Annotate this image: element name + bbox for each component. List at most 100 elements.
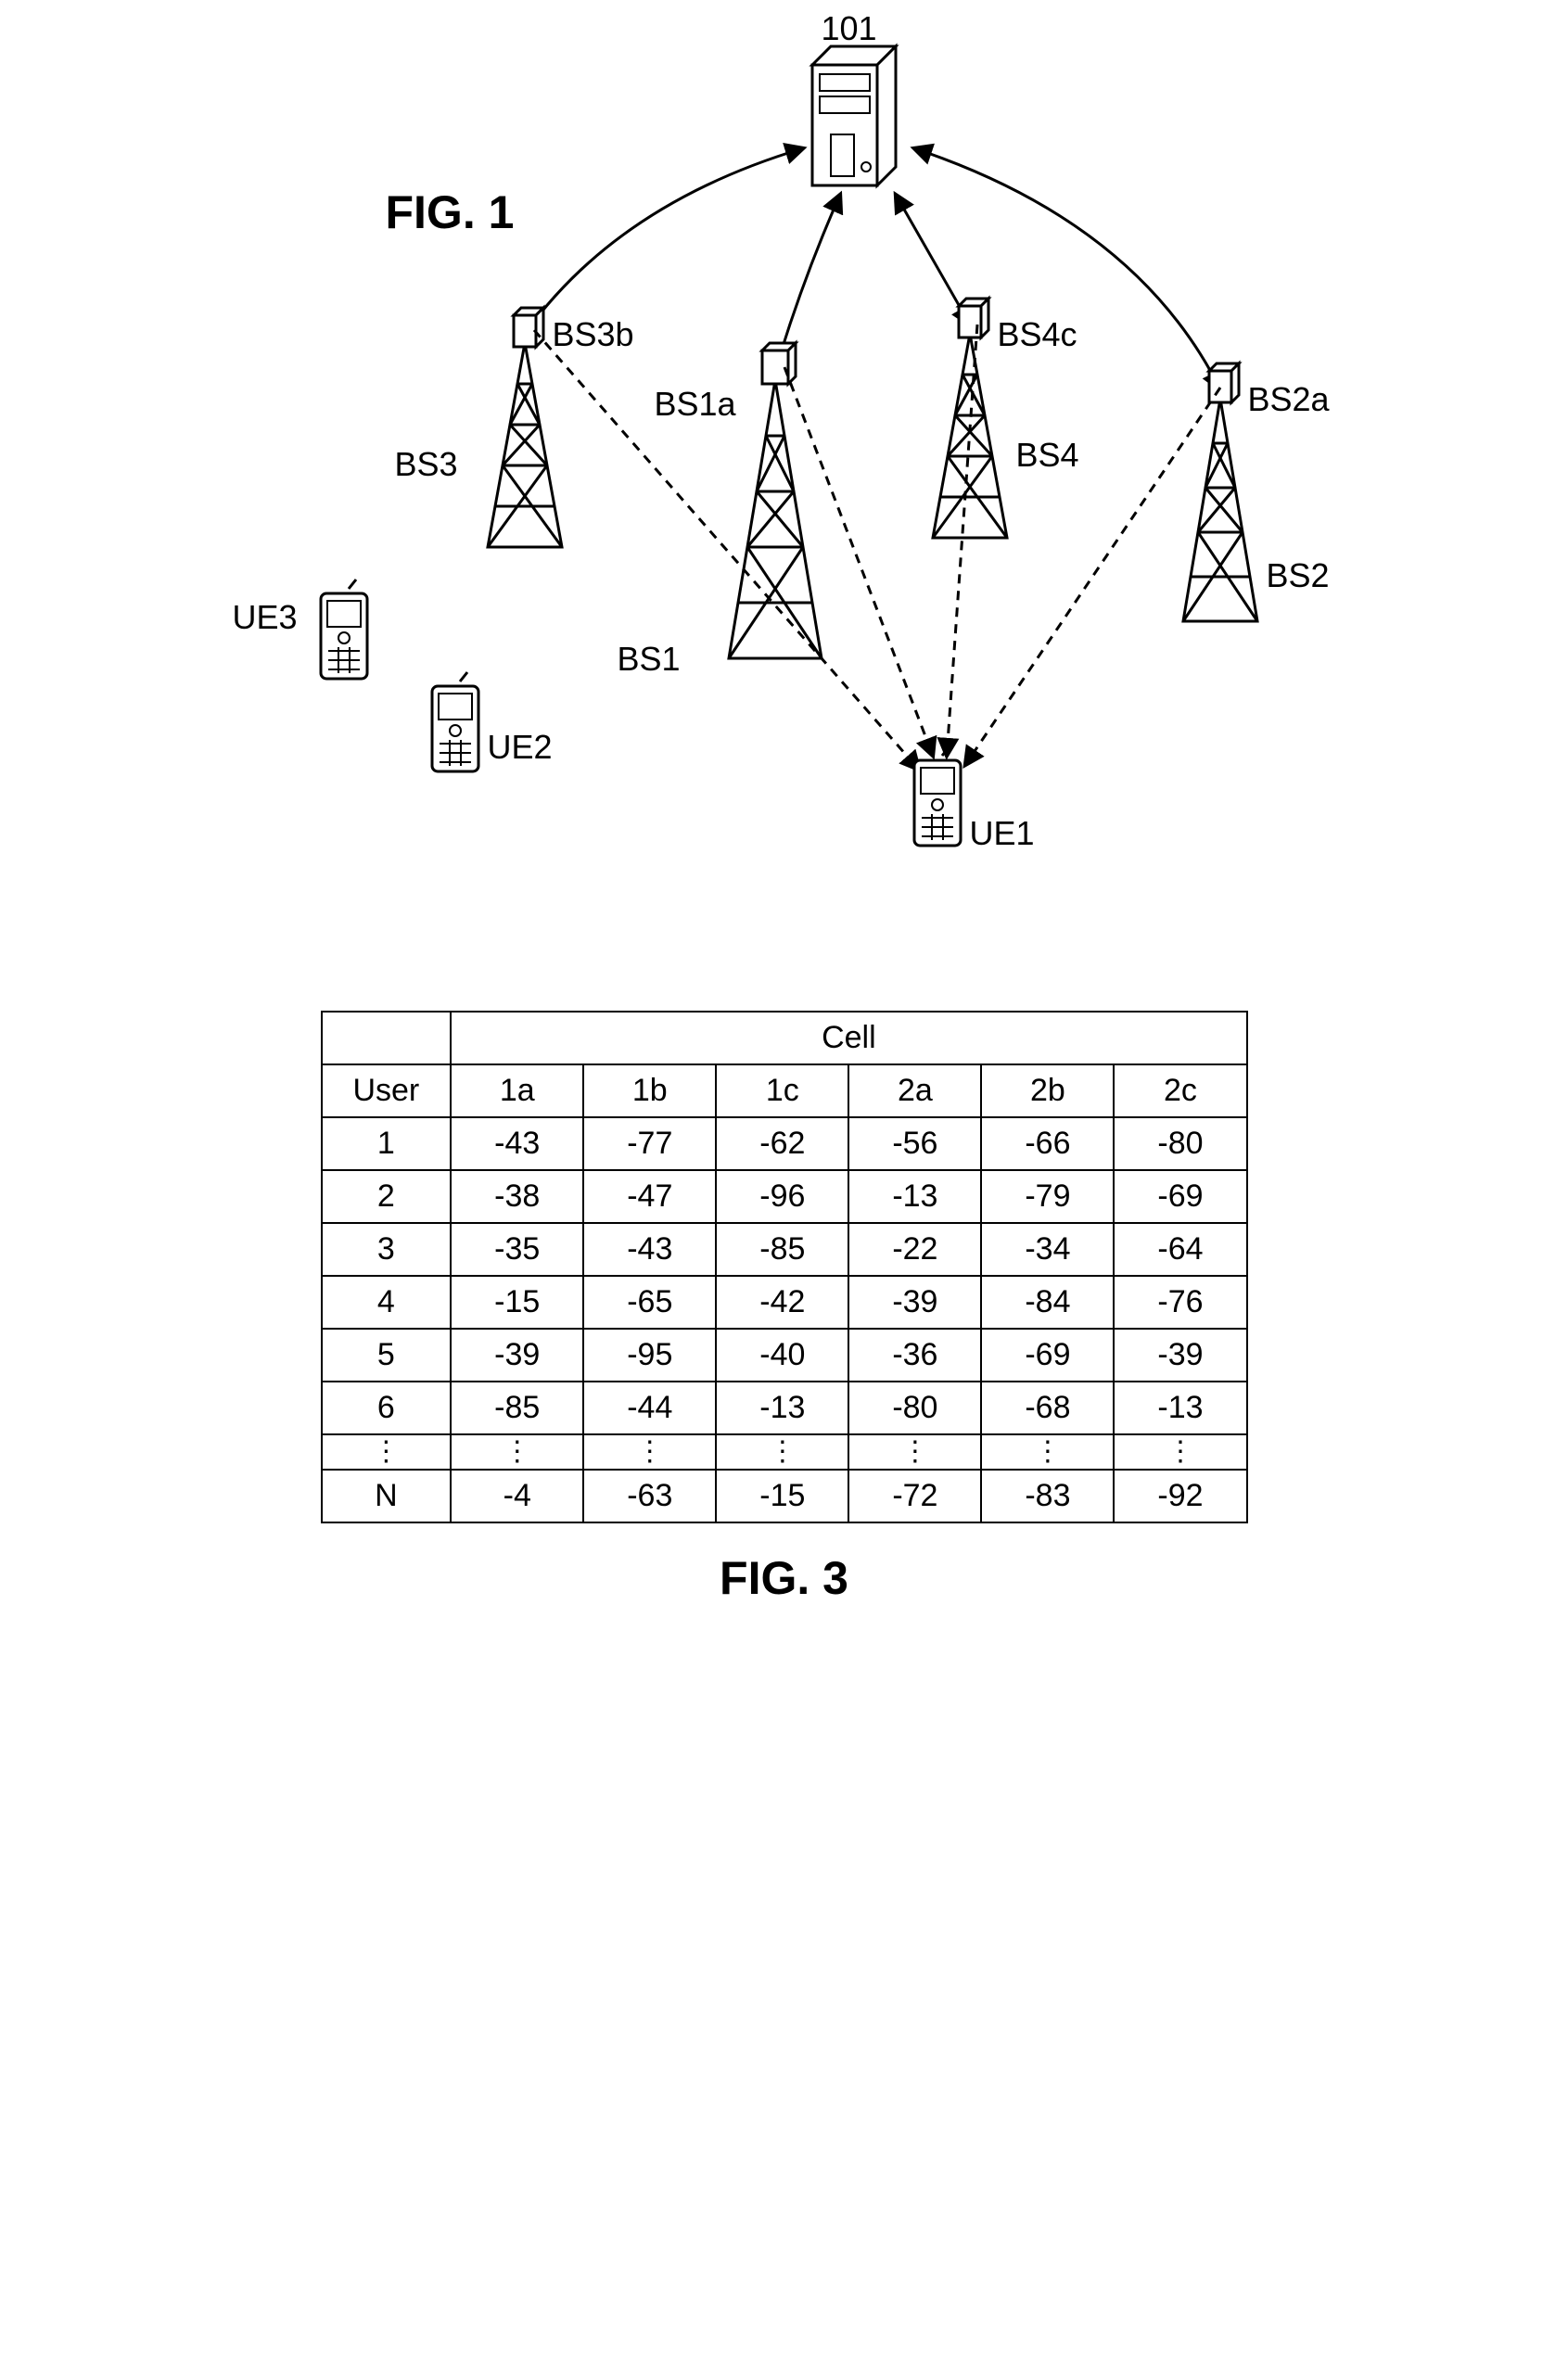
vdots-cell: ⋮ [322,1434,452,1470]
server-bs3-link [525,148,803,334]
vdots-cell: ⋮ [848,1434,981,1470]
data-cell: -39 [451,1329,583,1382]
data-cell: -69 [981,1329,1114,1382]
bs4-ant-label: BS4c [998,315,1077,354]
data-cell: -77 [583,1117,716,1170]
data-cell: -36 [848,1329,981,1382]
tower-bs1 [729,343,822,658]
bs2-ant-label: BS2a [1248,380,1330,419]
data-cell: -79 [981,1170,1114,1223]
ue2-label: UE2 [488,728,553,767]
tower-bs4 [933,299,1007,538]
data-cell: -80 [1114,1117,1246,1170]
data-cell: -44 [583,1382,716,1434]
col-header: 2b [981,1064,1114,1117]
user-cell: 4 [322,1276,452,1329]
data-cell: -63 [583,1470,716,1522]
data-cell: -64 [1114,1223,1246,1276]
user-cell: 3 [322,1223,452,1276]
bs4-ue1-link [947,325,977,756]
col-header: 1a [451,1064,583,1117]
data-cell: -15 [451,1276,583,1329]
table-row: 5 -39 -95 -40 -36 -69 -39 [322,1329,1247,1382]
data-cell: -39 [1114,1329,1246,1382]
vdots-cell: ⋮ [1114,1434,1246,1470]
data-cell: -34 [981,1223,1114,1276]
data-cell: -13 [716,1382,848,1434]
table-row: 3 -35 -43 -85 -22 -34 -64 [322,1223,1247,1276]
table-row: 4 -15 -65 -42 -39 -84 -76 [322,1276,1247,1329]
data-cell: -40 [716,1329,848,1382]
data-cell: -68 [981,1382,1114,1434]
data-cell: -62 [716,1117,848,1170]
data-cell: -92 [1114,1470,1246,1522]
user-cell: 6 [322,1382,452,1434]
fig1-title: FIG. 1 [386,185,515,239]
tower-bs3 [488,308,562,547]
table-row: Cell [322,1012,1247,1064]
data-cell: -35 [451,1223,583,1276]
table-row: 6 -85 -44 -13 -80 -68 -13 [322,1382,1247,1434]
user-cell: 1 [322,1117,452,1170]
data-cell: -38 [451,1170,583,1223]
data-cell: -66 [981,1117,1114,1170]
data-cell: -42 [716,1276,848,1329]
col-header: 1c [716,1064,848,1117]
data-cell: -84 [981,1276,1114,1329]
data-cell: -83 [981,1470,1114,1522]
server-label: 101 [822,9,877,48]
table-row: N -4 -63 -15 -72 -83 -92 [322,1470,1247,1522]
bs2-ue1-link [965,388,1220,765]
vdots-cell: ⋮ [981,1434,1114,1470]
data-cell: -47 [583,1170,716,1223]
data-cell: -85 [716,1223,848,1276]
data-cell: -56 [848,1117,981,1170]
vdots-cell: ⋮ [583,1434,716,1470]
data-cell: -72 [848,1470,981,1522]
user-cell: 5 [322,1329,452,1382]
col-header: 2c [1114,1064,1246,1117]
table-row: User 1a 1b 1c 2a 2b 2c [322,1064,1247,1117]
user-cell: 2 [322,1170,452,1223]
vdots-cell: ⋮ [716,1434,848,1470]
data-cell: -43 [451,1117,583,1170]
user-header: User [322,1064,452,1117]
data-cell: -13 [1114,1382,1246,1434]
phone-ue3 [321,580,367,679]
bs4-label: BS4 [1016,436,1079,475]
col-header: 2a [848,1064,981,1117]
cell-header: Cell [451,1012,1246,1064]
data-cell: -4 [451,1470,583,1522]
phone-ue1 [914,746,961,846]
table-row: 2 -38 -47 -96 -13 -79 -69 [322,1170,1247,1223]
data-cell: -65 [583,1276,716,1329]
user-cell: N [322,1470,452,1522]
figure-3: Cell User 1a 1b 1c 2a 2b 2c 1 -43 -77 -6… [321,1011,1248,1605]
table-row-vdots: ⋮ ⋮ ⋮ ⋮ ⋮ ⋮ ⋮ [322,1434,1247,1470]
tower-bs2 [1183,363,1257,621]
bs2-label: BS2 [1267,556,1330,595]
fig3-title: FIG. 3 [321,1551,1248,1605]
vdots-cell: ⋮ [451,1434,583,1470]
phone-ue2 [432,672,478,771]
data-cell: -69 [1114,1170,1246,1223]
bs3-ant-label: BS3b [553,315,634,354]
data-cell: -15 [716,1470,848,1522]
ue3-label: UE3 [233,598,298,637]
data-cell: -95 [583,1329,716,1382]
data-cell: -80 [848,1382,981,1434]
data-cell: -22 [848,1223,981,1276]
bs1-ant-label: BS1a [655,385,736,424]
col-header: 1b [583,1064,716,1117]
table-row: 1 -43 -77 -62 -56 -66 -80 [322,1117,1247,1170]
bs3-label: BS3 [395,445,458,484]
data-cell: -13 [848,1170,981,1223]
bs1-label: BS1 [618,640,681,679]
data-cell: -76 [1114,1276,1246,1329]
data-cell: -85 [451,1382,583,1434]
ue1-label: UE1 [970,814,1035,853]
data-cell: -96 [716,1170,848,1223]
figure-1: FIG. 1 101 BS3b BS3 BS1a BS1 BS4c BS4 BS… [228,37,1341,872]
fig3-table: Cell User 1a 1b 1c 2a 2b 2c 1 -43 -77 -6… [321,1011,1248,1523]
data-cell: -43 [583,1223,716,1276]
